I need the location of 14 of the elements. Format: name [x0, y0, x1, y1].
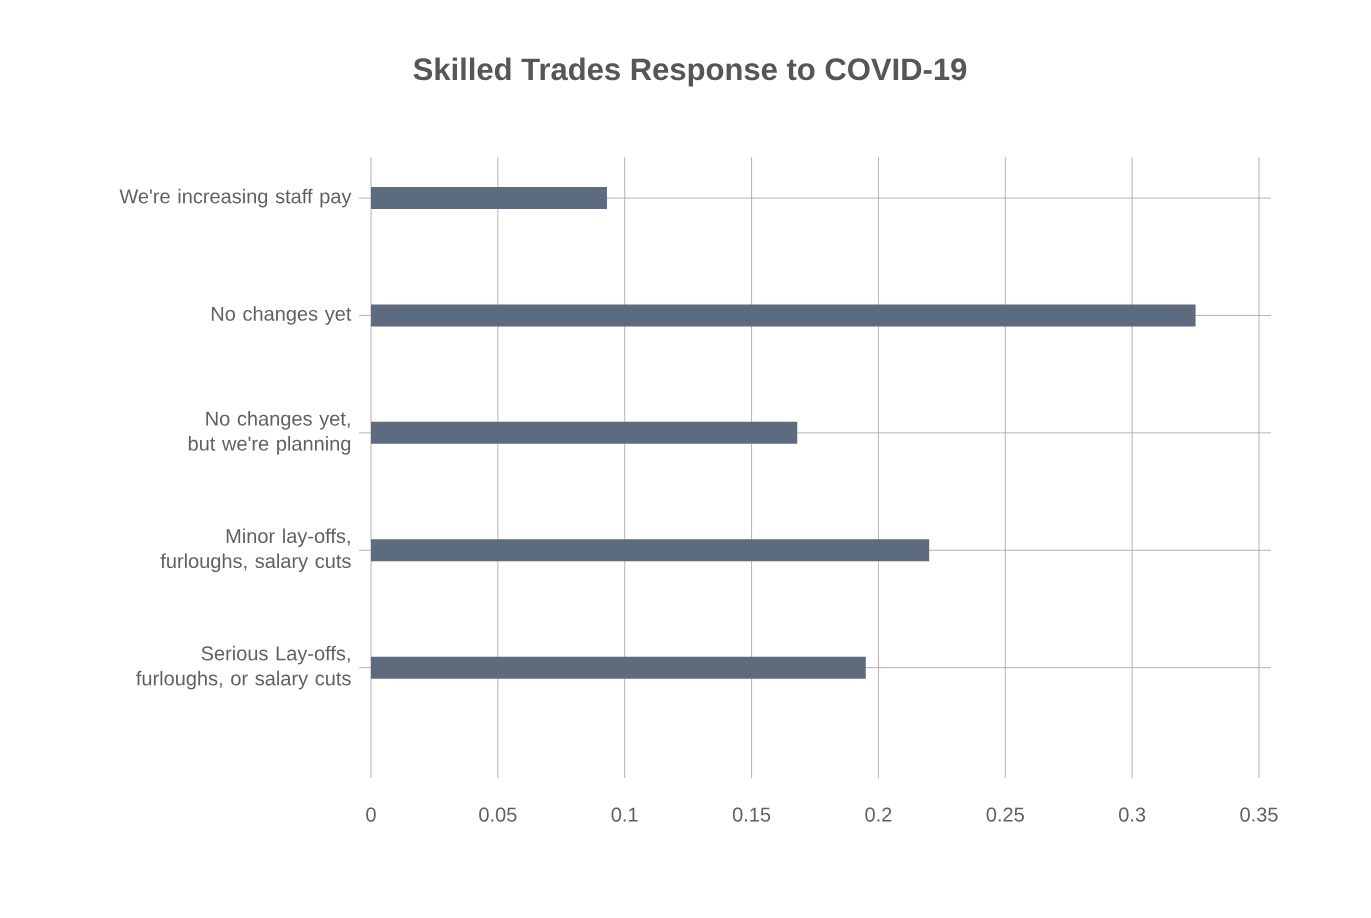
- x-tick-label: 0: [366, 807, 376, 822]
- x-tick-label: 0.35: [1240, 807, 1278, 822]
- y-tick-label: No changes yet: [211, 306, 352, 325]
- chart-title: Skilled Trades Response to COVID-19: [413, 57, 967, 87]
- x-tick-label: 0.3: [1119, 807, 1146, 822]
- x-tick-label: 0.1: [611, 807, 638, 822]
- x-tick-label: 0.25: [986, 807, 1024, 822]
- y-tick-label: Minor lay-offs, furloughs, salary cuts: [160, 528, 351, 573]
- y-tick-label: No changes yet, but we're planning: [188, 411, 351, 455]
- y-tick-label: Serious Lay-offs, furloughs, or salary cuts: [136, 645, 351, 690]
- y-tick-label: We're increasing staff pay: [119, 188, 352, 208]
- x-tick-label: 0.15: [732, 807, 771, 822]
- x-tick-label: 0.05: [479, 807, 517, 822]
- x-tick-label: 0.2: [865, 807, 892, 822]
